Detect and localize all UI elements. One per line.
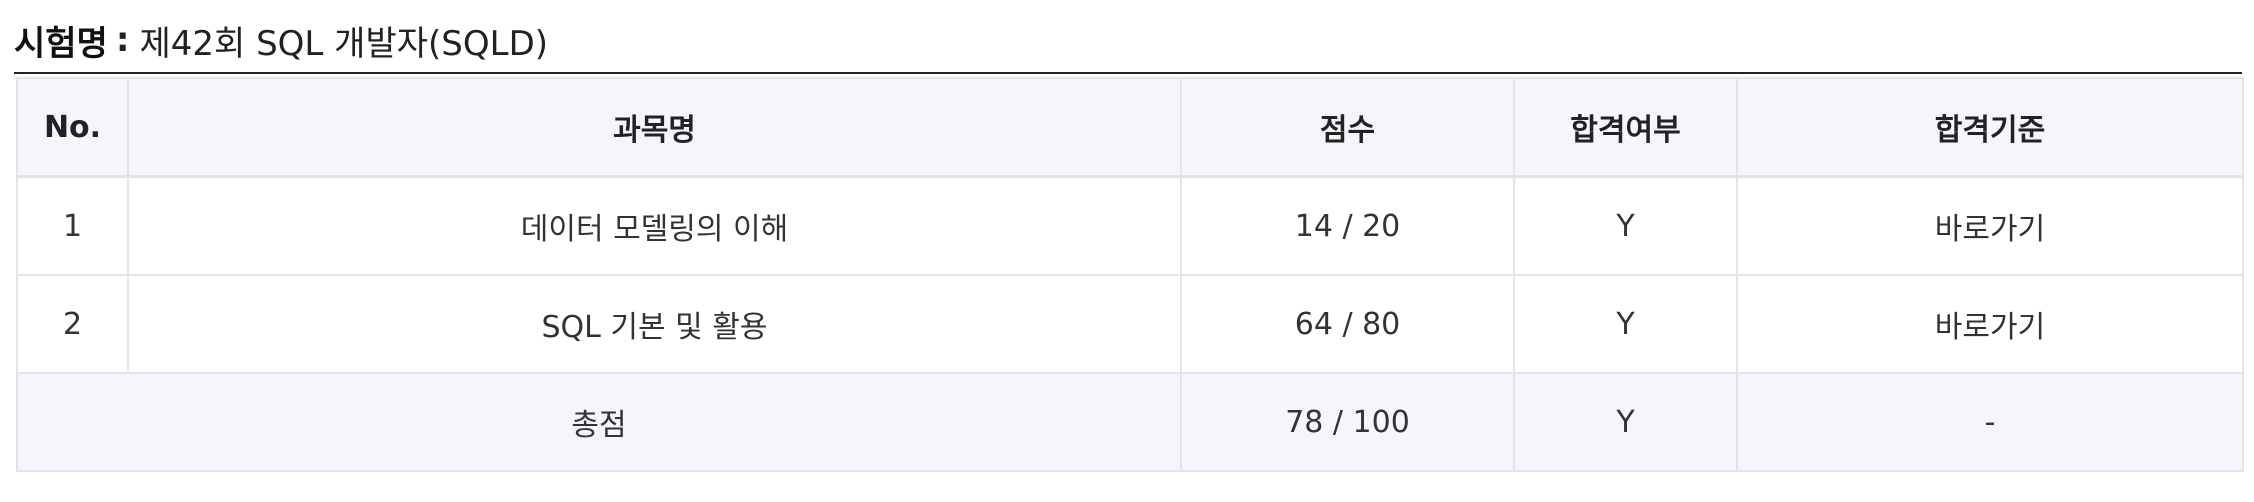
- col-header-no: No.: [16, 77, 129, 178]
- pass-status: Y: [1513, 274, 1738, 374]
- table-row: 1 데이터 모델링의 이해 14 / 20 Y 바로가기: [16, 175, 2244, 276]
- exam-title-separator: :: [115, 20, 130, 60]
- row-number: 1: [16, 175, 129, 276]
- total-criteria: -: [1736, 372, 2244, 472]
- pass-status: Y: [1513, 175, 1738, 276]
- exam-title: 시험명 : 제42회 SQL 개발자(SQLD): [14, 14, 548, 66]
- row-number: 2: [16, 274, 129, 374]
- col-header-score: 점수: [1180, 77, 1515, 178]
- score-table: No. 과목명 점수 합격여부 합격기준 1 데이터 모델링의 이해 14 / …: [16, 77, 2244, 472]
- col-header-pass: 합격여부: [1513, 77, 1738, 178]
- table-header-row: No. 과목명 점수 합격여부 합격기준: [16, 77, 2244, 178]
- header-divider: [14, 72, 2242, 74]
- total-label: 총점: [16, 372, 1182, 472]
- total-score: 78 / 100: [1180, 372, 1515, 472]
- subject-score: 14 / 20: [1180, 175, 1515, 276]
- criteria-link[interactable]: 바로가기: [1736, 175, 2244, 276]
- exam-title-label: 시험명: [14, 23, 108, 64]
- total-pass-status: Y: [1513, 372, 1738, 472]
- subject-name: SQL 기본 및 활용: [127, 274, 1182, 374]
- total-row: 총점 78 / 100 Y -: [16, 372, 2244, 472]
- col-header-subject: 과목명: [127, 77, 1182, 178]
- subject-name: 데이터 모델링의 이해: [127, 175, 1182, 276]
- table-row: 2 SQL 기본 및 활용 64 / 80 Y 바로가기: [16, 274, 2244, 374]
- col-header-criteria: 합격기준: [1736, 77, 2244, 178]
- criteria-link[interactable]: 바로가기: [1736, 274, 2244, 374]
- exam-name: 제42회 SQL 개발자(SQLD): [139, 23, 549, 64]
- subject-score: 64 / 80: [1180, 274, 1515, 374]
